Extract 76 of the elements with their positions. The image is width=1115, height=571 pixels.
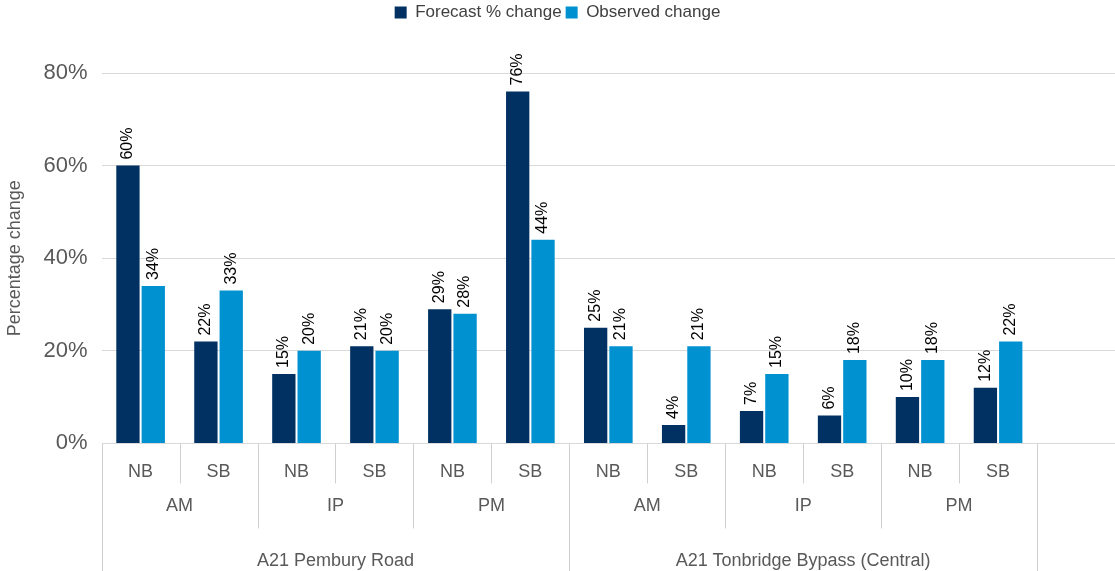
- x-tick-label: SB: [986, 461, 1011, 482]
- data-label: 22%: [1001, 303, 1019, 336]
- bar: [219, 290, 243, 443]
- x-tick-label: NB: [128, 461, 154, 482]
- data-label: 60%: [118, 127, 136, 160]
- data-label: 18%: [923, 322, 941, 355]
- y-tick-label: 40%: [43, 244, 88, 270]
- y-axis-title: Percentage change: [3, 180, 24, 337]
- bar: [687, 346, 711, 443]
- bar: [297, 350, 321, 443]
- x-tick-label: NB: [907, 461, 933, 482]
- text: A21 Pembury Road: [256, 550, 415, 571]
- x-tick-label: SB: [830, 461, 855, 482]
- x-tick-label: NB: [595, 461, 621, 482]
- x-tick-label: SB: [206, 461, 231, 482]
- data-label: 21%: [611, 308, 629, 341]
- y-tick-label: 60%: [43, 151, 88, 177]
- bar: [999, 341, 1023, 443]
- bar: [739, 410, 764, 443]
- bar: [765, 373, 789, 443]
- bar: [609, 346, 633, 443]
- bar: [375, 350, 399, 443]
- text: IP: [326, 494, 344, 515]
- data-label: 12%: [975, 349, 993, 382]
- y-tick-label: 80%: [43, 59, 88, 85]
- text: AM: [633, 494, 661, 515]
- y-tick-label: 20%: [43, 336, 88, 362]
- x-tick-label: SB: [518, 461, 543, 482]
- data-label: 33%: [221, 252, 239, 285]
- data-label: 29%: [430, 271, 448, 304]
- data-label: 4%: [664, 395, 682, 419]
- text: PM: [945, 494, 973, 515]
- bar: [194, 341, 218, 443]
- bar: [584, 327, 608, 443]
- bar: [272, 373, 296, 443]
- data-label: 21%: [689, 308, 707, 341]
- data-label: 28%: [455, 275, 473, 308]
- data-label: 44%: [533, 201, 551, 234]
- text: AM: [166, 494, 194, 515]
- bar: [453, 313, 477, 443]
- legend-label: Observed change: [586, 2, 721, 22]
- bar: [895, 397, 920, 443]
- data-label: 7%: [741, 381, 759, 405]
- bar: [843, 360, 867, 443]
- data-label: 18%: [845, 322, 863, 355]
- bar: [116, 165, 140, 443]
- data-label: 21%: [352, 308, 370, 341]
- legend-label: Forecast % change: [415, 2, 562, 22]
- data-label: 34%: [143, 247, 161, 280]
- y-tick-label: 0%: [55, 429, 88, 455]
- bar: [921, 360, 945, 443]
- data-label: 20%: [377, 312, 395, 345]
- data-label: 15%: [767, 335, 785, 368]
- text: PM: [477, 494, 505, 515]
- text: IP: [794, 494, 812, 515]
- bar: [428, 309, 452, 443]
- data-label: 10%: [897, 359, 915, 392]
- data-label: 20%: [299, 312, 317, 345]
- bar: [531, 239, 555, 443]
- data-label: 15%: [274, 335, 292, 368]
- x-tick-label: SB: [362, 461, 387, 482]
- data-label: 76%: [508, 53, 526, 86]
- bar: [817, 415, 842, 443]
- bar: [661, 424, 686, 443]
- x-tick-label: NB: [439, 461, 465, 482]
- x-tick-label: NB: [751, 461, 777, 482]
- bar: [506, 91, 530, 443]
- data-label: 6%: [819, 386, 837, 410]
- x-tick-label: SB: [674, 461, 699, 482]
- x-tick-label: NB: [284, 461, 310, 482]
- data-label: 22%: [196, 303, 214, 336]
- bar: [141, 285, 165, 443]
- bar: [350, 346, 374, 443]
- text: A21 Tonbridge Bypass (Central): [675, 550, 931, 571]
- data-label: 25%: [586, 289, 604, 322]
- bar: [973, 387, 998, 443]
